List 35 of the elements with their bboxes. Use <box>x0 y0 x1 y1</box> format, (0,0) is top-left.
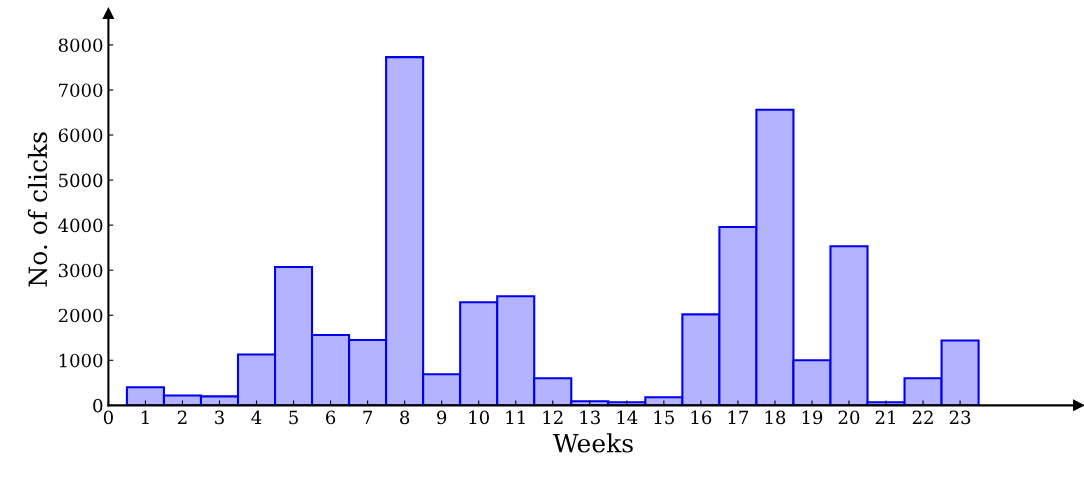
x-tick-label: 23 <box>949 410 971 425</box>
y-tick-label: 3000 <box>58 263 103 278</box>
y-tick-label: 7000 <box>59 83 103 98</box>
x-tick-label: 0 <box>103 410 113 425</box>
x-tick-label: 2 <box>177 410 187 424</box>
y-tick-label: 1000 <box>59 353 103 368</box>
x-tick-label: 11 <box>506 410 525 424</box>
x-tick-label: 8 <box>400 410 410 425</box>
x-tick-label: 18 <box>765 410 786 425</box>
x-tick-label: 21 <box>875 410 895 424</box>
x-tick-label: 14 <box>617 410 638 424</box>
y-tick-label: 0 <box>93 398 103 413</box>
x-tick-label: 5 <box>289 410 298 425</box>
x-tick-label: 13 <box>580 410 600 425</box>
y-tick-label: 4000 <box>58 218 103 233</box>
x-tick-label: 19 <box>802 410 823 425</box>
x-tick-label: 12 <box>543 410 563 424</box>
x-tick-label: 7 <box>363 410 373 424</box>
x-tick-label: 17 <box>728 410 749 424</box>
x-tick-label: 20 <box>838 410 860 425</box>
x-tick-label: 10 <box>469 410 489 425</box>
x-tick-label: 9 <box>437 410 447 425</box>
x-tick-label: 22 <box>912 410 933 424</box>
x-tick-label: 16 <box>691 410 712 425</box>
x-tick-label: 6 <box>326 410 336 425</box>
x-tick-label: 15 <box>654 410 674 425</box>
y-tick-label: 5000 <box>59 173 103 188</box>
y-tick-label: 8000 <box>58 38 103 53</box>
x-axis-title: Weeks <box>552 433 633 453</box>
x-tick-label: 3 <box>215 410 224 425</box>
y-tick-label: 6000 <box>58 128 103 143</box>
x-tick-label: 1 <box>141 410 149 424</box>
y-axis-title: No. of clicks <box>27 132 48 287</box>
x-tick-label: 4 <box>251 410 262 424</box>
y-tick-label: 2000 <box>58 308 103 323</box>
